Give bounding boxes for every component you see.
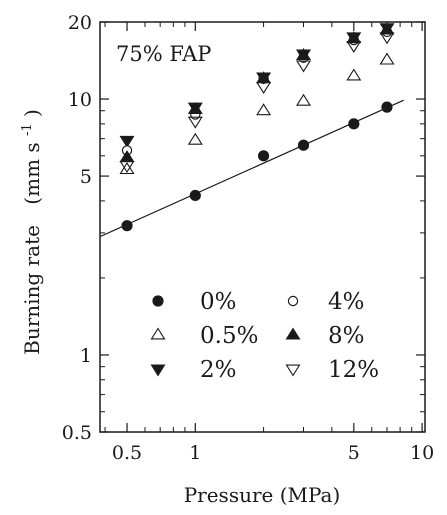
data-point-0-percent [121, 220, 133, 232]
data-point-0-5-percent [187, 132, 203, 145]
data-point-0-percent [381, 101, 393, 113]
x-tick-label: 0.5 [112, 442, 142, 464]
data-point-12-percent [296, 60, 311, 73]
data-point-0-percent [189, 189, 201, 202]
legend: 0% 4% 0.5% 8% 2% 12% [150, 289, 379, 383]
data-point-0-percent [348, 118, 360, 130]
plot-frame-group [99, 21, 426, 433]
y-tick-label: 10 [68, 89, 92, 111]
data-points-layer [119, 22, 395, 232]
ticks-layer: 0.5 1 5 10 0.5 1 5 10 20 [62, 12, 434, 464]
plot-frame [99, 21, 426, 433]
data-point-8-percent [346, 31, 362, 44]
data-point-8-percent [187, 101, 203, 114]
y-axis-title-text: Burning rate [20, 225, 44, 355]
data-point-12-percent [119, 161, 135, 174]
legend-label-4-percent: 4% [328, 289, 365, 315]
y-axis-title-unit-close: ) [20, 109, 44, 117]
data-point-0-5-percent [119, 162, 135, 175]
data-point-12-percent [256, 81, 272, 94]
y-tick-label: 20 [68, 12, 92, 34]
legend-marker-2-percent [150, 364, 166, 377]
x-tick-label: 5 [348, 442, 360, 464]
annotation-75-fap: 75% FAP [116, 42, 211, 66]
legend-label-2-percent: 2% [200, 357, 237, 383]
y-axis-title: Burning rate (mm s -1 ) [12, 109, 44, 355]
legend-label-8-percent: 8% [328, 323, 365, 349]
data-point-0-5-percent [379, 52, 395, 65]
y-axis-title-unit-exponent: -1 [20, 123, 35, 136]
legend-marker-8-percent [285, 327, 301, 340]
data-point-12-percent [187, 116, 203, 129]
data-point-0-5-percent [296, 93, 311, 106]
y-tick-label: 0.5 [62, 422, 92, 444]
data-point-0-5-percent [346, 68, 362, 81]
x-axis-title: Pressure (MPa) [184, 483, 341, 507]
x-tick-label: 1 [189, 442, 201, 464]
data-point-0-percent [257, 150, 270, 162]
data-point-12-percent [379, 32, 395, 45]
y-axis-title-unit: (mm s [20, 142, 44, 204]
legend-label-0-5-percent: 0.5% [200, 323, 258, 349]
data-point-0-percent [297, 139, 310, 151]
y-tick-label: 1 [80, 345, 92, 367]
x-tick-label: 10 [410, 442, 434, 464]
legend-marker-0-5-percent [150, 327, 166, 340]
data-point-8-percent [296, 47, 311, 60]
data-point-8-percent [379, 22, 395, 35]
legend-label-0-percent: 0% [200, 289, 237, 315]
data-point-2-percent [119, 135, 135, 148]
data-point-0-5-percent [256, 103, 272, 116]
legend-label-12-percent: 12% [328, 357, 379, 383]
legend-marker-0-percent [152, 295, 164, 307]
y-tick-label: 5 [80, 166, 92, 188]
data-point-12-percent [346, 40, 362, 53]
legend-marker-12-percent [285, 364, 301, 377]
legend-marker-4-percent [287, 295, 299, 307]
